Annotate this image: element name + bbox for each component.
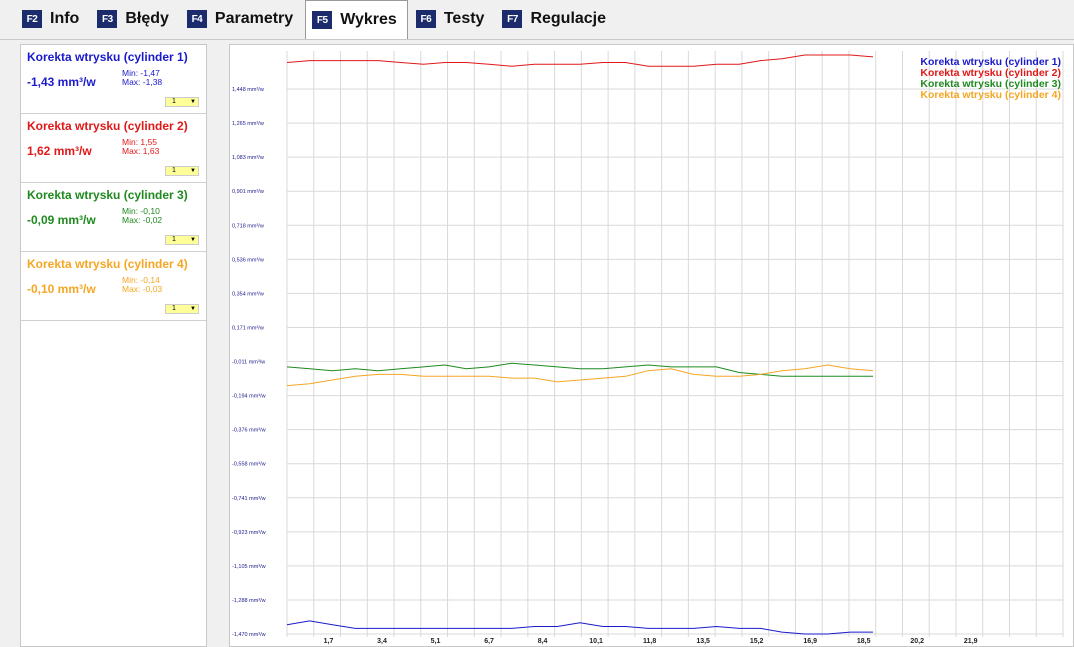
y-tick-label: -1,105 mm³/w [232,564,266,570]
y-tick-label: 1,448 mm³/w [232,87,264,93]
sensor-max: Max: -1,38 [122,77,163,87]
y-tick-label: 1,083 mm³/w [232,155,264,161]
x-tick-label: 20,2 [910,638,924,645]
tab-błędy[interactable]: F3 Błędy [91,0,179,38]
x-tick-label: 18,5 [857,638,871,645]
x-tick-label: 16,9 [803,638,817,645]
y-tick-label: -1,470 mm³/w [232,632,266,638]
x-tick-label: 8,4 [538,638,548,645]
sensor-title: Korekta wtrysku (cylinder 4) [27,257,188,271]
y-tick-label: 0,354 mm³/w [232,291,264,297]
y-tick-label: -0,923 mm³/w [232,530,266,536]
function-key-badge: F6 [415,10,436,28]
sensor-box[interactable]: Korekta wtrysku (cylinder 1) -1,43 mm³/w M… [21,45,206,114]
sensor-min-max: Min: 1,55 Max: 1,63 [122,138,159,156]
y-tick-label: -0,011 mm³/w [232,360,265,366]
function-key-badge: F3 [97,10,118,28]
x-tick-label: 15,2 [750,638,764,645]
chevron-down-icon: ▼ [190,237,196,243]
y-tick-label: 0,901 mm³/w [232,189,264,195]
sensor-max: Max: -0,03 [122,284,163,294]
sensor-title: Korekta wtrysku (cylinder 1) [27,50,188,64]
sensor-max: Max: 1,63 [122,146,160,156]
x-tick-label: 5,1 [431,638,441,645]
chevron-down-icon: ▼ [190,99,196,105]
x-tick-label: 21,9 [964,638,978,645]
tab-label: Błędy [125,10,169,27]
sensor-scale-select[interactable]: 1 ▼ [165,235,199,245]
tab-label: Wykres [340,11,397,28]
tab-wykres[interactable]: F5 Wykres [305,0,408,39]
y-tick-label: 0,536 mm³/w [232,257,264,263]
tab-bar: F2 Info F3 Błędy F4 Parametry F5 Wykres F6 Testy F… [0,0,1074,40]
chevron-down-icon: ▼ [190,168,196,174]
x-tick-label: 6,7 [484,638,494,645]
legend-entry: Korekta wtrysku (cylinder 3) [920,78,1061,90]
series-line-cylinder-3 [286,362,873,377]
select-value: 1 [172,236,176,243]
sensor-min: Min: -0,10 [122,206,160,216]
sensor-max: Max: -0,02 [122,215,163,225]
sensor-min: Min: -0,14 [122,275,160,285]
series-line-cylinder-1 [286,620,873,635]
tab-info[interactable]: F2 Info [16,0,89,38]
y-tick-label: -0,376 mm³/w [232,428,266,434]
y-tick-label: -0,741 mm³/w [232,496,266,502]
sensor-scale-select[interactable]: 1 ▼ [165,97,199,107]
tab-regulacje[interactable]: F7 Regulacje [496,0,616,38]
chart-legend: Korekta wtrysku (cylinder 1) Korekta wtry… [920,57,1061,101]
sensor-min-max: Min: -0,14 Max: -0,03 [122,276,162,294]
x-tick-label: 1,7 [324,638,334,645]
tab-testy[interactable]: F6 Testy [410,0,495,38]
x-tick-label: 3,4 [377,638,387,645]
chevron-down-icon: ▼ [190,306,196,312]
function-key-badge: F2 [22,10,42,28]
tab-label: Testy [443,10,485,27]
sensor-box[interactable]: Korekta wtrysku (cylinder 2) 1,62 mm³/w Mi… [21,114,206,183]
legend-entry: Korekta wtrysku (cylinder 2) [920,67,1061,79]
sensor-min-max: Min: -1,47 Max: -1,38 [122,69,162,87]
x-tick-label: 11,8 [643,638,656,645]
sensor-scale-select[interactable]: 1 ▼ [165,166,199,176]
x-tick-label: 13,5 [696,638,710,645]
tab-label: Parametry [214,10,294,27]
sensor-scale-select[interactable]: 1 ▼ [165,304,199,314]
tab-parametry[interactable]: F4 Parametry [181,0,303,38]
sensor-min: Min: -1,47 [122,68,160,78]
select-value: 1 [172,305,176,312]
x-tick-label: 10,1 [589,638,603,645]
y-tick-label: -0,558 mm³/w [232,462,266,468]
y-tick-label: 1,265 mm³/w [232,121,264,127]
y-tick-label: -0,194 mm³/w [232,394,266,400]
chart-panel: 1,448 mm³/w 1,265 mm³/w 1,083 mm³/w 0,901 m… [229,44,1074,647]
series-line-cylinder-2 [286,54,874,67]
sensor-title: Korekta wtrysku (cylinder 2) [27,119,188,133]
sensor-box[interactable]: Korekta wtrysku (cylinder 3) -0,09 mm³/w M… [21,183,206,252]
select-value: 1 [172,167,176,174]
sensor-min: Min: 1,55 [122,137,157,147]
y-tick-label: -1,288 mm³/w [232,598,266,604]
sensor-value: 1,62 mm³/w [27,144,92,158]
sensor-min-max: Min: -0,10 Max: -0,02 [122,207,162,225]
function-key-badge: F5 [312,11,333,29]
sensor-box[interactable]: Korekta wtrysku (cylinder 4) -0,10 mm³/w M… [21,252,206,321]
legend-entry: Korekta wtrysku (cylinder 4) [920,89,1061,101]
y-tick-label: 0,718 mm³/w [232,223,264,229]
line-chart: 1,448 mm³/w 1,265 mm³/w 1,083 mm³/w 0,901 m… [232,51,1064,645]
sensor-title: Korekta wtrysku (cylinder 3) [27,188,188,202]
sensor-value: -0,09 mm³/w [27,213,96,227]
y-tick-label: 0,171 mm³/w [232,325,264,331]
function-key-badge: F4 [186,10,207,28]
sensor-value: -0,10 mm³/w [27,282,96,296]
select-value: 1 [172,98,176,105]
series-line-cylinder-4 [286,364,874,387]
tab-label: Regulacje [530,10,607,27]
sensor-value: -1,43 mm³/w [27,75,96,89]
function-key-badge: F7 [502,10,523,28]
sensor-list-panel: Korekta wtrysku (cylinder 1) -1,43 mm³/w M… [20,44,207,647]
tab-label: Info [50,10,80,27]
legend-entry: Korekta wtrysku (cylinder 1) [920,56,1061,68]
